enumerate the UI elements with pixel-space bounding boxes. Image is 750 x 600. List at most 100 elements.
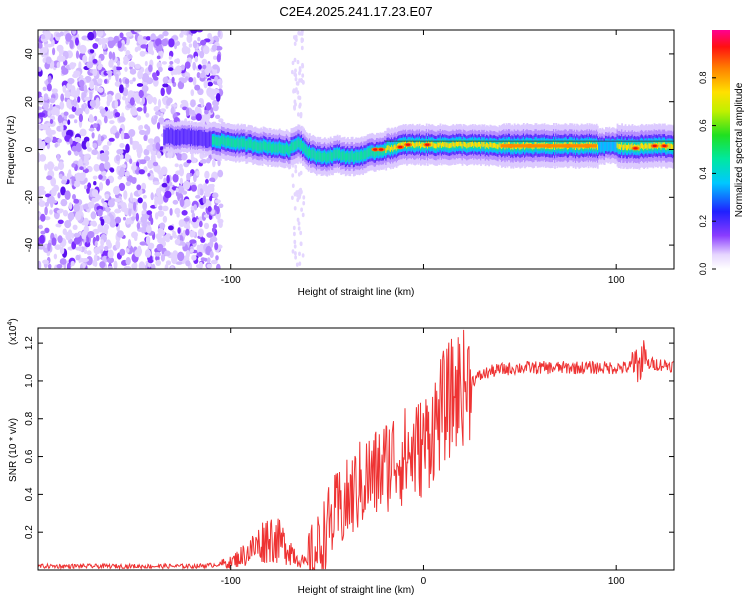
heatmap-noise-cell (146, 125, 151, 135)
heatmap-hot-cell (405, 143, 411, 146)
heatmap-ridge-cell (621, 142, 623, 148)
heatmap-noise-cell (103, 51, 108, 55)
heatmap-noise-cell (184, 76, 189, 81)
heatmap-noise-cell (62, 120, 67, 125)
heatmap-noise-cell (158, 66, 163, 73)
heatmap-ridge-cell (394, 144, 397, 150)
heatmap-noise-cell (44, 44, 48, 53)
heatmap-noise-cell (108, 51, 113, 60)
heatmap-noise-cell (214, 242, 219, 251)
colorbar-tick-label: 0.2 (698, 215, 708, 228)
heatmap-noise-cell (293, 239, 297, 245)
heatmap-ridge-cell (372, 148, 375, 157)
heatmap-noise-cell (74, 136, 82, 143)
heatmap-noise-cell (210, 95, 216, 101)
heatmap-ridge-cell (248, 139, 251, 148)
heatmap-noise-cell (92, 123, 98, 129)
heatmap-ridge-cell (370, 147, 373, 157)
heatmap-ridge-cell (645, 142, 648, 149)
heatmap-noise-cell (46, 175, 53, 180)
heatmap-noise-cell (134, 249, 142, 258)
heatmap-noise-cell (166, 85, 172, 95)
heatmap-ridge-cell (332, 152, 334, 161)
heatmap-noise-cell (129, 192, 133, 202)
heatmap-noise-cell (51, 187, 57, 197)
heatmap-noise-cell (123, 190, 128, 200)
heatmap-noise-cell (88, 116, 95, 123)
heatmap-noise-cell (193, 204, 197, 210)
heatmap-noise-cell (86, 256, 93, 266)
heatmap-noise-cell (152, 161, 159, 167)
heatmap-noise-cell (153, 136, 161, 145)
heatmap-noise-cell (40, 230, 46, 235)
heatmap-noise-cell (164, 190, 172, 199)
heatmap-noise-cell (109, 168, 115, 173)
heatmap-noise-cell (293, 206, 297, 211)
heatmap-noise-cell (134, 94, 138, 102)
heatmap-ridge-cell (351, 151, 354, 160)
heatmap-ridge-cell (454, 142, 457, 148)
heatmap-ridge-cell (470, 142, 473, 147)
heatmap-ridge-cell (235, 139, 237, 149)
heatmap-noise-cell (98, 174, 103, 180)
heatmap-noise-cell (299, 187, 303, 193)
heatmap-ridge-cell (299, 140, 302, 150)
heatmap-ridge-cell (240, 137, 243, 147)
heatmap-ridge-cell (245, 141, 248, 150)
heatmap-noise-cell (177, 185, 185, 194)
heatmap-noise-cell (73, 232, 81, 238)
heatmap-noise-cell (60, 198, 68, 207)
heatmap-ridge-cell (644, 143, 647, 149)
heatmap-noise-cell (118, 116, 126, 123)
heatmap-noise-cell (116, 60, 121, 67)
heatmap-noise-cell (113, 185, 120, 195)
snr-y-tick-label: 1.0 (24, 374, 35, 388)
heatmap-ridge-cell (361, 150, 363, 160)
heatmap-noise-cell (292, 89, 295, 94)
heatmap-ylabel: Frequency (Hz) (6, 116, 17, 185)
heatmap-ridge-cell (209, 130, 212, 147)
heatmap-ridge-cell (213, 135, 215, 145)
heatmap-noise-cell (65, 33, 72, 42)
heatmap-ridge-cell (266, 142, 268, 152)
heatmap-noise-cell (157, 210, 165, 217)
heatmap-noise-cell (128, 61, 135, 67)
heatmap-noise-cell (93, 115, 98, 122)
heatmap-noise-cell (57, 138, 62, 143)
heatmap-ridge-cell (336, 148, 339, 158)
heatmap-ridge-cell (296, 140, 299, 149)
heatmap-noise-cell (139, 50, 146, 57)
heatmap-y-ticks: -40 -20 0 20 40 (24, 48, 674, 252)
heatmap-ridge-cell (196, 130, 199, 147)
heatmap-ridge-cell (497, 144, 500, 150)
heatmap-noise-cell (217, 78, 222, 86)
heatmap-noise-cell (296, 90, 300, 95)
heatmap-noise-cell (75, 142, 82, 153)
heatmap-y-tick-label: -20 (24, 190, 35, 205)
heatmap-ridge-cell (359, 151, 362, 161)
heatmap-noise-cell (185, 228, 190, 236)
heatmap-noise-cell (162, 83, 169, 88)
heatmap-noise-cell (199, 188, 204, 196)
heatmap-noise-cell (73, 98, 77, 108)
heatmap-ridge-cell (238, 139, 241, 149)
heatmap-noise-cell (57, 235, 63, 244)
heatmap-ridge-cell (411, 141, 414, 146)
heatmap-noise-cell (83, 136, 90, 142)
heatmap-ridge-cell (607, 139, 610, 152)
heatmap-noise-cell (108, 137, 115, 142)
heatmap-noise-cell (123, 265, 132, 269)
heatmap-noise-cell (68, 229, 72, 236)
heatmap-noise-cell (301, 212, 305, 218)
heatmap-noise-cell (59, 246, 65, 255)
heatmap-ridge-cell (256, 142, 259, 151)
heatmap-noise-cell (44, 227, 50, 234)
heatmap-noise-cell (116, 149, 124, 155)
heatmap-ridge-cell (669, 143, 672, 149)
heatmap-noise-cell (133, 30, 142, 33)
heatmap-noise-cell (302, 201, 306, 206)
heatmap-ridge-cell (165, 127, 168, 144)
heatmap-noise-cell (182, 106, 188, 111)
heatmap-noise-cell (186, 172, 191, 181)
heatmap-noise-cell (79, 166, 84, 171)
